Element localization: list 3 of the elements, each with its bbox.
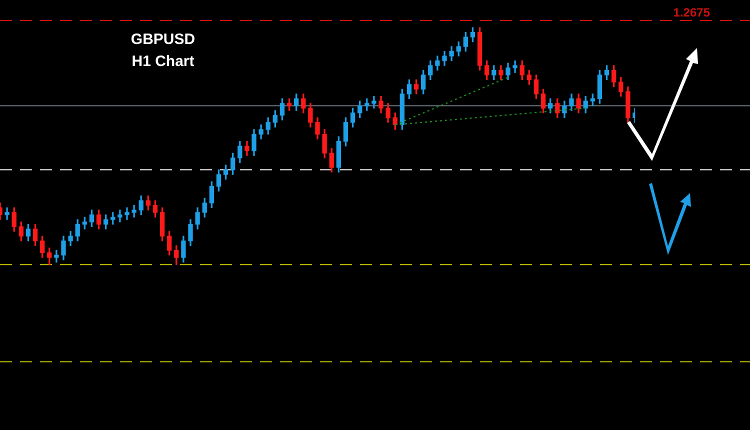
- text: 1.2675: [673, 5, 710, 20]
- text: H1 Chart: [132, 53, 194, 70]
- chart-title: GBPUSD: [130, 31, 196, 48]
